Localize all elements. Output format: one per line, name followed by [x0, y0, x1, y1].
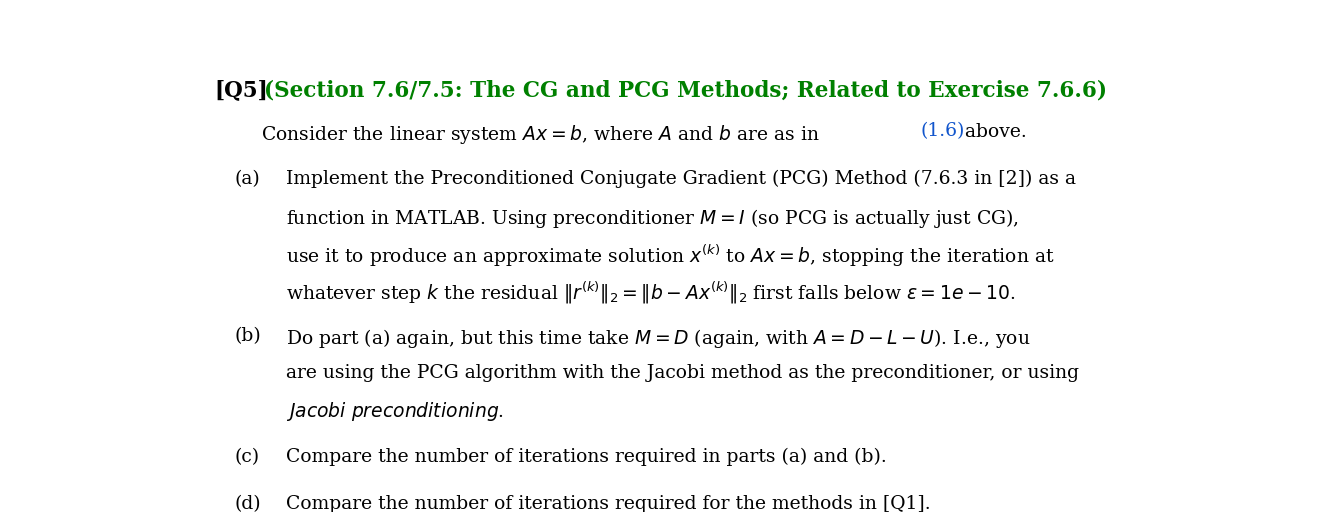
Text: Do part (a) again, but this time take $M = D$ (again, with $A = D - L - U$). I.e: Do part (a) again, but this time take $M… [286, 327, 1032, 350]
Text: Compare the number of iterations required in parts (a) and (b).: Compare the number of iterations require… [286, 448, 887, 466]
Text: [Q5]: [Q5] [214, 79, 268, 101]
Text: (d): (d) [234, 495, 261, 512]
Text: function in MATLAB. Using preconditioner $M = I$ (so PCG is actually just CG),: function in MATLAB. Using preconditioner… [286, 206, 1020, 229]
Text: Implement the Preconditioned Conjugate Gradient (PCG) Method (7.6.3 in [2]) as a: Implement the Preconditioned Conjugate G… [286, 170, 1077, 188]
Text: whatever step $k$ the residual $\|r^{(k)}\|_2 = \|b - Ax^{(k)}\|_2$ first falls : whatever step $k$ the residual $\|r^{(k)… [286, 280, 1016, 306]
Text: (a): (a) [234, 170, 261, 188]
Text: use it to produce an approximate solution $x^{(k)}$ to $Ax = b$, stopping the it: use it to produce an approximate solutio… [286, 243, 1056, 269]
Text: (Section 7.6/7.5: The CG and PCG Methods; Related to Exercise 7.6.6): (Section 7.6/7.5: The CG and PCG Methods… [264, 79, 1107, 101]
Text: are using the PCG algorithm with the Jacobi method as the preconditioner, or usi: are using the PCG algorithm with the Jac… [286, 364, 1080, 382]
Text: (b): (b) [234, 327, 261, 345]
Text: Consider the linear system $Ax = b$, where $A$ and $b$ are as in: Consider the linear system $Ax = b$, whe… [261, 122, 820, 145]
Text: Compare the number of iterations required for the methods in [Q1].: Compare the number of iterations require… [286, 495, 931, 512]
Text: $\mathit{Jacobi\ preconditioning}$.: $\mathit{Jacobi\ preconditioning}$. [286, 400, 504, 423]
Text: (1.6): (1.6) [921, 122, 965, 141]
Text: above.: above. [959, 122, 1028, 141]
Text: (c): (c) [234, 448, 260, 466]
